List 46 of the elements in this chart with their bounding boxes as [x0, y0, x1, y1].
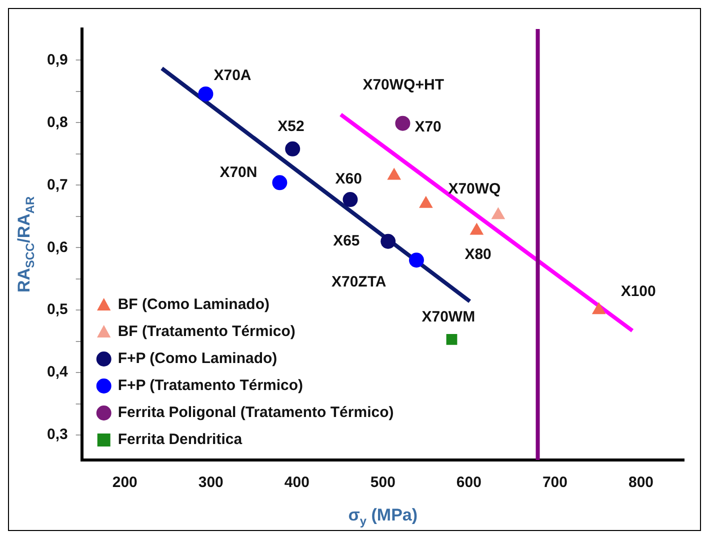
legend-label: F+P (Tratamento Térmico)	[118, 377, 304, 394]
x-tick-label: 600	[456, 474, 482, 492]
point	[342, 192, 358, 208]
legend-label: Ferrita Dendritica	[118, 431, 243, 448]
point	[198, 86, 214, 102]
annotation: X65	[333, 232, 360, 250]
annotation: X70N	[220, 164, 258, 181]
y-tick-label: 0,4	[46, 364, 68, 381]
annotation: X70WM	[422, 308, 476, 326]
annotation: X70	[414, 118, 442, 136]
y-axis-title: RASCC/RAAR	[14, 196, 38, 293]
annotation: X70A	[214, 67, 252, 84]
legend-label: BF (Tratamento Térmico)	[118, 323, 296, 340]
x-tick-label: 400	[284, 474, 310, 492]
point	[408, 252, 424, 268]
y-tick-label: 0,7	[46, 176, 68, 194]
x-tick-label: 300	[198, 474, 224, 492]
point	[380, 234, 396, 249]
legend-label: Ferrita Poligonal (Tratamento Térmico)	[118, 404, 394, 422]
annotation: X70WQ	[448, 180, 502, 198]
point	[272, 175, 288, 190]
y-tick-label: 0,3	[46, 426, 68, 444]
x-tick-label: 700	[542, 474, 568, 492]
point	[470, 223, 484, 235]
point	[285, 141, 300, 156]
y-tick-label: 0,8	[46, 114, 68, 131]
legend-label: F+P (Como Laminado)	[118, 350, 278, 368]
point	[592, 302, 606, 314]
point	[395, 116, 410, 131]
point	[492, 208, 505, 220]
annotation: X70WQ+HT	[362, 76, 444, 94]
y-tick-label: 0,5	[46, 301, 68, 318]
x-tick-label: 500	[370, 474, 396, 492]
point	[446, 334, 458, 345]
annotation: X52	[278, 118, 304, 136]
annotation: X60	[335, 170, 362, 188]
x-tick-label: 200	[112, 474, 138, 492]
x-tick-label: 800	[628, 474, 654, 492]
point	[388, 168, 401, 180]
y-tick-label: 0,9	[46, 51, 68, 68]
y-tick-label: 0,6	[46, 238, 68, 256]
point	[419, 196, 432, 208]
legend-label: BF (Como Laminado)	[118, 296, 270, 314]
annotation: X80	[464, 246, 492, 263]
annotation: X70ZTA	[331, 273, 386, 290]
annotation: X100	[620, 283, 656, 300]
